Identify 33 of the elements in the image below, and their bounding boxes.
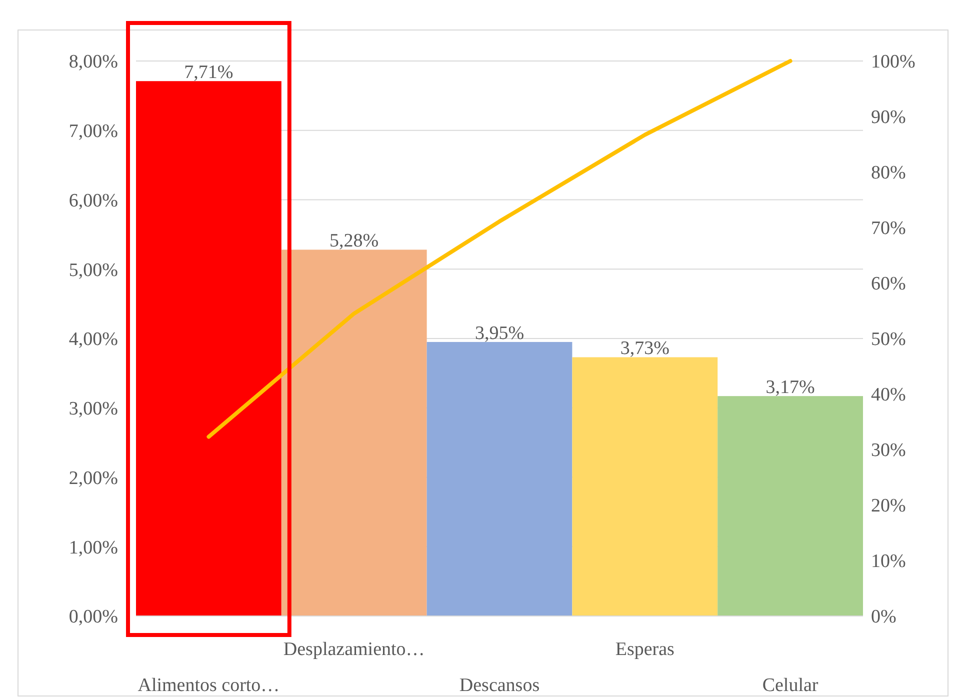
y2-tick-label: 0%: [871, 606, 896, 628]
y-tick-label: 0,00%: [68, 606, 118, 628]
bar: [572, 357, 718, 616]
y-tick-label: 3,00%: [68, 398, 118, 420]
y2-tick-label: 10%: [871, 551, 906, 572]
y2-tick-label: 50%: [871, 329, 906, 350]
x-tick-label: Esperas: [615, 639, 674, 660]
y2-tick-label: 60%: [871, 274, 906, 295]
y2-tick-label: 40%: [871, 384, 906, 406]
x-tick-label: Descansos: [459, 675, 540, 696]
y-tick-label: 7,00%: [68, 121, 118, 142]
data-label: 3,73%: [620, 338, 670, 360]
data-label: 5,28%: [330, 230, 379, 252]
data-label: 7,71%: [184, 62, 234, 84]
data-label: 3,95%: [474, 322, 524, 344]
y-tick-label: 1,00%: [68, 537, 118, 558]
y2-tick-label: 90%: [871, 107, 906, 128]
y-tick-label: 4,00%: [68, 329, 118, 350]
y-tick-label: 5,00%: [68, 260, 118, 281]
y2-tick-label: 80%: [871, 162, 906, 184]
x-tick-label: Alimentos corto…: [138, 675, 280, 696]
y2-tick-label: 100%: [871, 52, 916, 73]
y2-tick-label: 30%: [871, 440, 906, 462]
y2-tick-label: 70%: [871, 218, 906, 240]
y-tick-label: 8,00%: [68, 52, 118, 73]
bar: [426, 342, 572, 616]
x-tick-label: Desplazamiento…: [283, 639, 425, 660]
y-tick-label: 2,00%: [68, 468, 118, 489]
x-tick-label: Celular: [762, 675, 819, 696]
data-label: 3,17%: [766, 377, 816, 398]
y-tick-label: 6,00%: [68, 190, 118, 212]
y2-tick-label: 20%: [871, 496, 906, 517]
bar: [718, 396, 863, 616]
